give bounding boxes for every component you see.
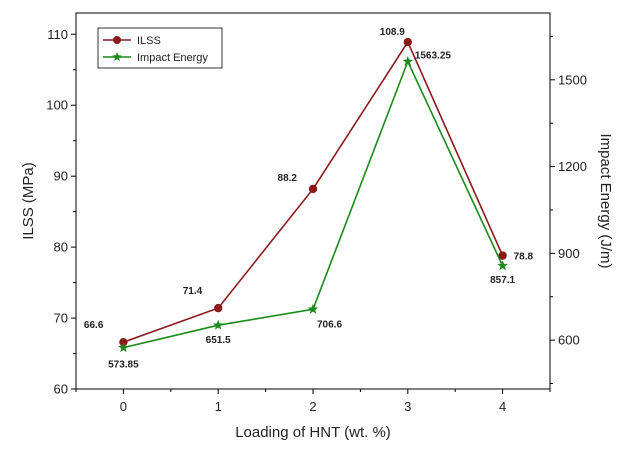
impact-energy-data-label: 857.1 [490, 275, 515, 286]
legend-ilss-marker [113, 36, 121, 44]
right-y-tick-label: 900 [558, 246, 580, 261]
impact-energy-data-label: 573.85 [108, 360, 139, 371]
ilss-data-label: 108.9 [380, 27, 405, 38]
x-tick-label: 4 [499, 399, 506, 414]
ilss-data-label: 88.2 [278, 173, 298, 184]
ilss-point [214, 303, 223, 313]
left-y-tick-label: 70 [54, 311, 68, 326]
impact-energy-point [497, 260, 508, 271]
left-y-tick-label: 90 [54, 169, 68, 184]
ilss-data-label: 66.6 [84, 320, 104, 331]
x-tick-label: 0 [120, 399, 127, 414]
legend-impact-label: Impact Energy [137, 52, 208, 64]
impact-energy-data-label: 1563.25 [415, 51, 452, 62]
right-y-tick-label: 1200 [558, 159, 587, 174]
ilss-data-label: 78.8 [514, 252, 534, 263]
legend-impact-marker [112, 52, 122, 62]
ilss-point [498, 251, 507, 260]
ilss-point [308, 184, 318, 194]
x-tick-label: 2 [309, 399, 316, 414]
impact-energy-point [118, 342, 129, 353]
ilss-point [403, 37, 412, 47]
legend-ilss-label: ILSS [137, 35, 161, 47]
right-y-axis-title: Impact Energy (J/m) [597, 133, 614, 268]
x-tick-label: 3 [404, 399, 411, 414]
legend: ILSS Impact Energy [97, 27, 223, 69]
ilss-point [119, 337, 128, 347]
impact-energy-point [307, 303, 319, 314]
impact-energy-point [402, 56, 414, 66]
legend-box [97, 27, 223, 69]
left-y-tick-label: 60 [54, 382, 68, 397]
impact-energy-data-label: 706.6 [317, 319, 342, 330]
ilss-data-label: 71.4 [183, 286, 203, 297]
x-axis: 0 1 2 3 4 [75, 389, 551, 414]
left-y-axis: 60 70 80 90 100 110 [46, 27, 76, 397]
left-y-tick-label: 100 [46, 98, 68, 113]
right-y-tick-label: 600 [558, 333, 580, 348]
x-tick-label: 1 [215, 399, 222, 414]
impact-energy-data-label: 651.5 [206, 335, 231, 346]
right-y-tick-label: 1500 [558, 72, 587, 87]
left-y-tick-label: 80 [54, 240, 68, 255]
impact-energy-point [212, 319, 224, 330]
left-y-axis-title: ILSS (MPa) [20, 162, 37, 240]
left-y-tick-label: 110 [47, 27, 68, 42]
series-layer: 66.6 71.4 88.2 108.9 78.8 573.85 651.5 706.6 156… [84, 27, 534, 371]
x-axis-title: Loading of HNT (wt. %) [235, 424, 391, 441]
right-y-axis: 600 900 1200 1500 [550, 35, 587, 385]
